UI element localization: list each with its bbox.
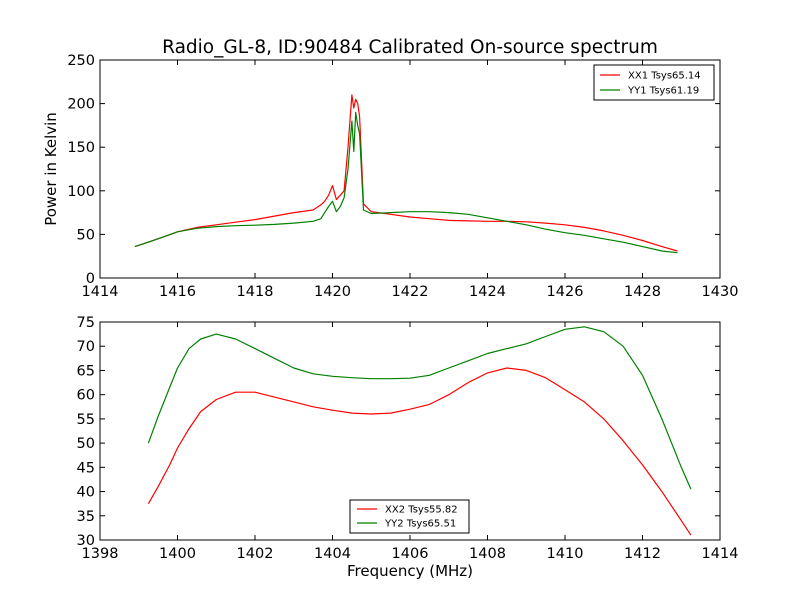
top-x-ticks: 1414 1416 1418 1420 1422 1424 1426 1428 1430 — [82, 60, 739, 300]
bottom-x-tick-label: 1400 — [159, 546, 196, 562]
bottom-y-tick-label: 45 — [77, 460, 95, 476]
top-y-ticks: 0 50 100 150 200 250 — [67, 53, 720, 287]
top-y-tick-label: 50 — [77, 227, 95, 243]
bottom-x-tick-label: 1402 — [237, 546, 274, 562]
top-x-tick-label: 1424 — [469, 284, 506, 300]
top-series-line-xx — [134, 94, 678, 252]
bottom-y-tick-label: 65 — [77, 363, 95, 379]
bottom-x-tick-label: 1410 — [547, 546, 584, 562]
top-x-tick-label: 1418 — [237, 284, 274, 300]
bottom-y-tick-label: 50 — [77, 436, 95, 452]
top-x-tick-label: 1420 — [314, 284, 351, 300]
top-x-tick-label: 1430 — [702, 284, 739, 300]
bottom-y-tick-label: 40 — [77, 485, 95, 501]
top-y-tick-label: 150 — [67, 140, 95, 156]
top-y-tick-label: 200 — [67, 97, 95, 113]
top-x-tick-label: 1416 — [159, 284, 196, 300]
top-series-group — [134, 94, 678, 254]
bottom-legend-label-yy2: YY2 Tsys65.51 — [384, 519, 456, 530]
bottom-y-tick-label: 35 — [77, 509, 95, 525]
bottom-y-tick-label: 30 — [77, 533, 95, 549]
bottom-x-tick-label: 1404 — [314, 546, 351, 562]
top-legend-frame — [593, 64, 715, 101]
top-x-tick-label: 1428 — [624, 284, 661, 300]
bottom-x-ticks: 1398 1400 1402 1404 1406 1408 1410 1412 1414 — [82, 322, 739, 562]
bottom-y-tick-label: 75 — [77, 315, 95, 331]
chart-top: 1414 1416 1418 1420 1422 1424 1426 1428 1430 0 50… — [42, 53, 738, 300]
top-y-tick-label: 0 — [86, 271, 95, 287]
top-y-tick-label: 250 — [67, 53, 95, 69]
bottom-x-tick-label: 1414 — [702, 546, 739, 562]
top-x-tick-label: 1426 — [547, 284, 584, 300]
bottom-legend-label-xx2: XX2 Tsys55.82 — [385, 505, 458, 516]
top-y-tick-label: 100 — [67, 184, 95, 200]
bottom-y-tick-label: 55 — [77, 412, 95, 428]
bottom-legend: XX2 Tsys55.82 YY2 Tsys65.51 — [349, 499, 470, 534]
bottom-legend-frame — [349, 499, 470, 534]
bottom-y-tick-label: 70 — [77, 339, 95, 355]
bottom-x-axis-label: Frequency (MHz) — [347, 562, 473, 580]
top-x-tick-label: 1422 — [392, 284, 429, 300]
top-x-tick-label: 1414 — [82, 284, 119, 300]
top-legend-label-xx1: XX1 Tsys65.14 — [628, 71, 701, 82]
bottom-y-ticks: 30 35 40 45 50 55 60 65 70 75 — [77, 315, 720, 549]
chart-title: Radio_GL-8, ID:90484 Calibrated On-sourc… — [162, 37, 658, 58]
chart-bottom: 1398 1400 1402 1404 1406 1408 1410 1412 1414 303… — [77, 315, 739, 580]
top-legend: XX1 Tsys65.14 YY1 Tsys61.19 — [593, 64, 715, 101]
bottom-x-tick-label: 1412 — [624, 546, 661, 562]
top-legend-label-yy1: YY1 Tsys61.19 — [627, 86, 699, 97]
bottom-y-tick-label: 60 — [77, 388, 95, 404]
bottom-series-line-xx — [147, 367, 692, 536]
bottom-x-tick-label: 1398 — [82, 546, 119, 562]
bottom-series-group — [147, 326, 692, 536]
top-y-axis-label: Power in Kelvin — [42, 112, 60, 226]
bottom-x-tick-label: 1406 — [392, 546, 429, 562]
top-series-line-yy — [134, 111, 678, 254]
bottom-x-tick-label: 1408 — [469, 546, 506, 562]
bottom-series-line-yy — [147, 326, 692, 490]
